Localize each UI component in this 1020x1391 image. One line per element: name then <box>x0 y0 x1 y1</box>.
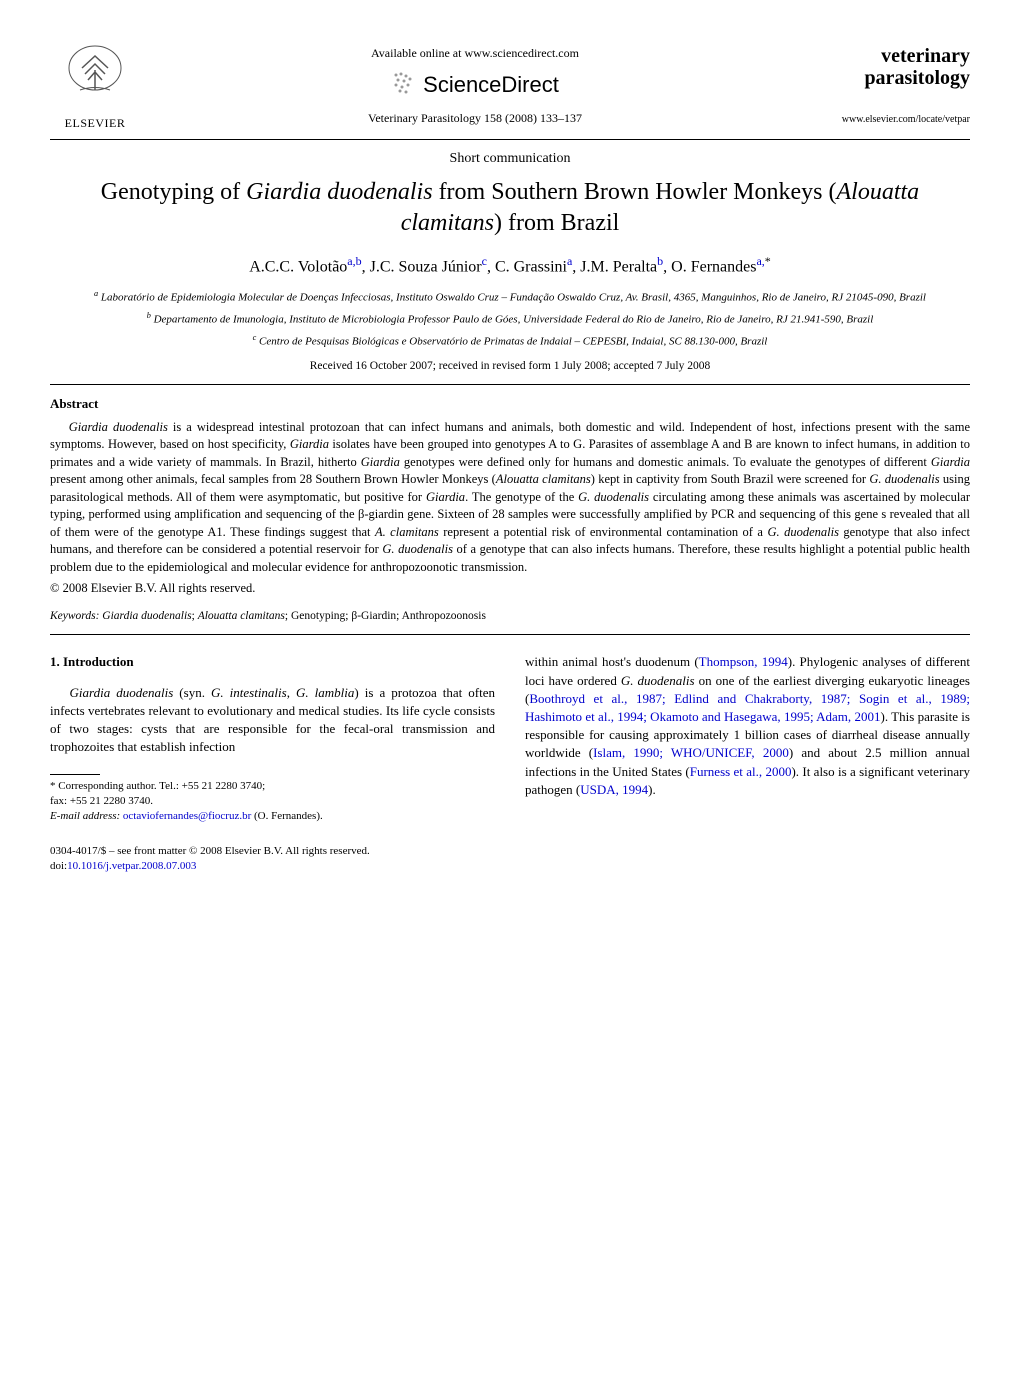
sciencedirect-text: ScienceDirect <box>423 70 559 100</box>
corr-email-line: E-mail address: octaviofernandes@fiocruz… <box>50 809 495 824</box>
affil-a-text: Laboratório de Epidemiologia Molecular d… <box>101 292 926 304</box>
affil-c-text: Centro de Pesquisas Biológicas e Observa… <box>259 336 767 348</box>
il-1c: G. intestinalis <box>211 685 287 700</box>
abstract-body: Giardia duodenalis is a widespread intes… <box>50 419 970 577</box>
abs-1r: represent a potential risk of environmen… <box>439 525 768 539</box>
right-column: within animal host's duodenum (Thompson,… <box>525 653 970 823</box>
ref-5[interactable]: USDA, 1994 <box>580 782 648 797</box>
abs-1i: Alouatta clamitans <box>496 472 591 486</box>
available-online: Available online at www.sciencedirect.co… <box>140 45 810 61</box>
abstract-heading: Abstract <box>50 395 970 413</box>
abs-1q: A. clamitans <box>375 525 439 539</box>
doi-line: doi:10.1016/j.vetpar.2008.07.003 <box>50 859 970 874</box>
title-mid: from Southern Brown Howler Monkeys ( <box>433 179 837 205</box>
affil-b-text: Departamento de Imunologia, Instituto de… <box>154 314 874 326</box>
abs-1c: Giardia <box>290 437 329 451</box>
ir-1: within animal host's duodenum ( <box>525 654 699 669</box>
ref-1[interactable]: Thompson, 1994 <box>699 654 788 669</box>
article-title: Genotyping of Giardia duodenalis from So… <box>50 177 970 239</box>
left-column: 1. Introduction Giardia duodenalis (syn.… <box>50 653 495 823</box>
header-row: ELSEVIER Available online at www.science… <box>50 40 970 131</box>
author-1: A.C.C. Volotão <box>249 259 347 276</box>
abs-1o: G. duodenalis <box>578 490 649 504</box>
abs-1n: . The genotype of the <box>465 490 578 504</box>
doi-label: doi: <box>50 860 67 872</box>
affiliation-c: c Centro de Pesquisas Biológicas e Obser… <box>90 332 930 350</box>
center-header: Available online at www.sciencedirect.co… <box>140 45 810 125</box>
journal-title-2: parasitology <box>810 67 970 89</box>
abs-1u: G. duodenalis <box>382 542 453 556</box>
kw-2: Alouatta clamitans <box>198 610 285 622</box>
footnote: * Corresponding author. Tel.: +55 21 228… <box>50 779 495 824</box>
divider-keywords <box>50 634 970 635</box>
affiliation-a: a Laboratório de Epidemiologia Molecular… <box>90 288 930 306</box>
elsevier-logo: ELSEVIER <box>50 40 140 131</box>
abs-1j: ) kept in captivity from South Brazil we… <box>591 472 870 486</box>
author-5: , O. Fernandes <box>663 259 756 276</box>
footnote-separator <box>50 774 100 775</box>
authors: A.C.C. Volotãoa,b, J.C. Souza Júniorc, C… <box>50 253 970 278</box>
author-5-sup: a, <box>756 254 764 268</box>
il-1e: G. lamblia <box>296 685 354 700</box>
intro-para-left: Giardia duodenalis (syn. G. intestinalis… <box>50 684 495 757</box>
author-3: , C. Grassini <box>487 259 567 276</box>
author-5-star: * <box>765 254 771 268</box>
divider-top <box>50 139 970 140</box>
bottom-line: 0304-4017/$ – see front matter © 2008 El… <box>50 844 970 875</box>
journal-logo: veterinary parasitology www.elsevier.com… <box>810 45 970 127</box>
abs-1m: Giardia <box>426 490 465 504</box>
divider-abstract-top <box>50 384 970 385</box>
il-1b: (syn. <box>173 685 211 700</box>
author-2: , J.C. Souza Júnior <box>362 259 482 276</box>
doi-link[interactable]: 10.1016/j.vetpar.2008.07.003 <box>67 860 196 872</box>
abs-1g: Giardia <box>931 455 970 469</box>
il-1d: , <box>287 685 296 700</box>
keywords: Keywords: Giardia duodenalis; Alouatta c… <box>50 609 970 625</box>
title-post: ) from Brazil <box>494 210 619 236</box>
sciencedirect-logo: ScienceDirect <box>140 70 810 100</box>
elsevier-tree-icon <box>50 40 140 113</box>
corr-fax: fax: +55 21 2280 3740. <box>50 794 495 809</box>
abs-1s: G. duodenalis <box>767 525 838 539</box>
intro-para-right: within animal host's duodenum (Thompson,… <box>525 653 970 799</box>
il-1a: Giardia duodenalis <box>70 685 174 700</box>
email-link[interactable]: octaviofernandes@fiocruz.br <box>123 810 251 822</box>
elsevier-name: ELSEVIER <box>50 115 140 131</box>
abs-1k: G. duodenalis <box>869 472 939 486</box>
author-1-sup: a,b <box>347 254 361 268</box>
journal-site: www.elsevier.com/locate/vetpar <box>810 113 970 127</box>
abs-1e: Giardia <box>361 455 400 469</box>
abs-1a: Giardia duodenalis <box>69 420 168 434</box>
keywords-label: Keywords: <box>50 610 99 622</box>
journal-reference: Veterinary Parasitology 158 (2008) 133–1… <box>140 110 810 126</box>
title-pre: Genotyping of <box>101 179 246 205</box>
received-dates: Received 16 October 2007; received in re… <box>50 359 970 375</box>
sciencedirect-icon <box>391 70 417 100</box>
ir-2a: G. duodenalis <box>621 673 695 688</box>
abstract-copyright: © 2008 Elsevier B.V. All rights reserved… <box>50 580 970 597</box>
author-4: , J.M. Peralta <box>572 259 657 276</box>
two-column-body: 1. Introduction Giardia duodenalis (syn.… <box>50 653 970 823</box>
email-label: E-mail address: <box>50 810 120 822</box>
ref-4[interactable]: Furness et al., 2000 <box>690 764 792 779</box>
abs-1f: genotypes were defined only for humans a… <box>400 455 931 469</box>
affiliation-b: b Departamento de Imunologia, Instituto … <box>90 310 930 328</box>
kw-rest: ; Genotyping; β-Giardin; Anthropozoonosi… <box>285 610 486 622</box>
ref-3[interactable]: Islam, 1990; WHO/UNICEF, 2000 <box>593 745 789 760</box>
intro-heading: 1. Introduction <box>50 653 495 671</box>
kw-1: Giardia duodenalis <box>102 610 191 622</box>
title-latin-1: Giardia duodenalis <box>246 179 432 205</box>
section-label: Short communication <box>50 150 970 169</box>
issn-line: 0304-4017/$ – see front matter © 2008 El… <box>50 844 970 859</box>
journal-title-1: veterinary <box>810 45 970 67</box>
ir-7: ). <box>648 782 656 797</box>
email-tail: (O. Fernandes). <box>251 810 322 822</box>
abs-1h: present among other animals, fecal sampl… <box>50 472 496 486</box>
corr-tel: * Corresponding author. Tel.: +55 21 228… <box>50 779 495 794</box>
